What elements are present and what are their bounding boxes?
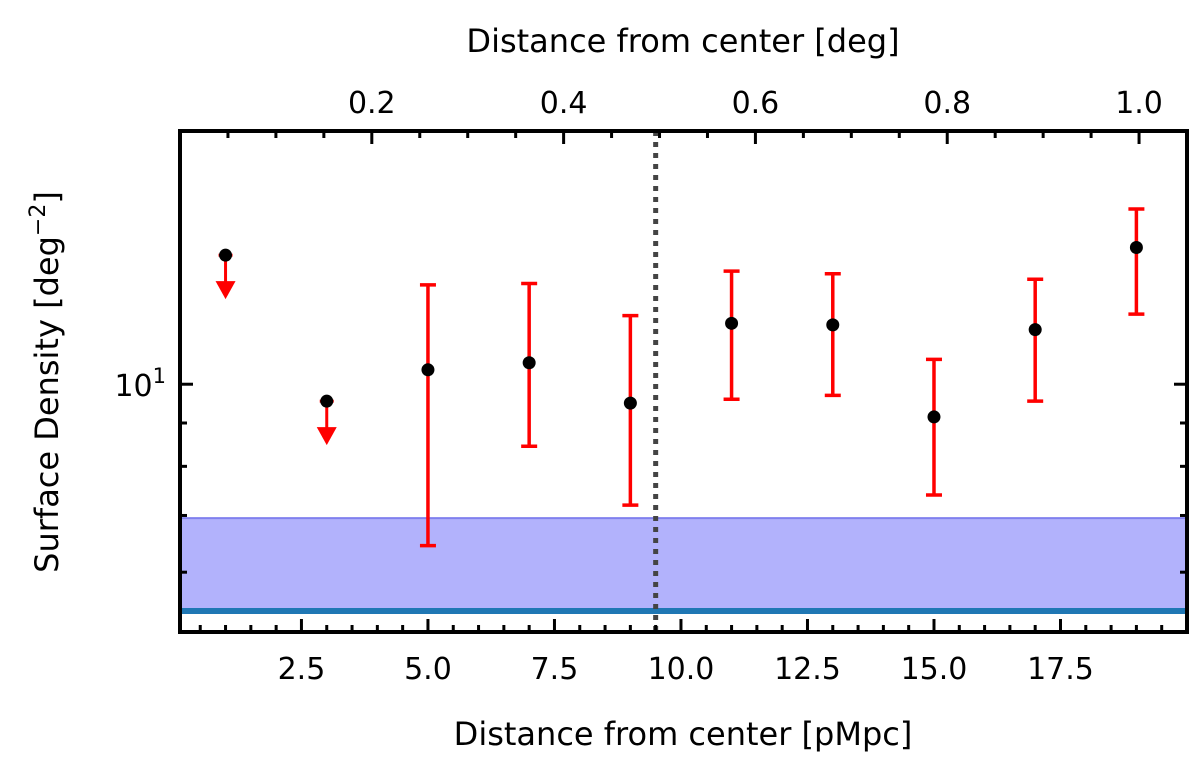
data-point-8 (1028, 323, 1042, 337)
data-point-9 (1129, 240, 1143, 254)
upper-limit-arrow-1 (316, 427, 337, 446)
x-tick-label-3: 10.0 (648, 652, 715, 687)
x2-tick-label-0: 0.2 (348, 86, 396, 121)
data-point-5 (725, 316, 739, 330)
y-axis-label-main: Surface Density [deg (28, 236, 66, 573)
x2-tick-label-1: 0.4 (540, 86, 588, 121)
data-point-0 (219, 248, 233, 262)
x-tick-label-1: 5.0 (404, 652, 452, 687)
y-axis-label: Surface Density [deg−2] (26, 191, 66, 573)
y-tick-label-0: 101 (114, 364, 166, 404)
x-tick-label-5: 15.0 (901, 652, 968, 687)
axes-frame (178, 129, 1189, 634)
x-tick-label-4: 12.5 (774, 652, 841, 687)
data-point-2 (421, 363, 435, 377)
points-layer (219, 240, 1143, 424)
data-point-3 (522, 356, 536, 370)
y-tick-label-exponent: 1 (153, 364, 166, 388)
data-point-6 (826, 318, 840, 332)
x-axis-label: Distance from center [pMpc] (454, 715, 913, 753)
errorbars-layer (215, 207, 1145, 548)
y-axis-label-exponent: −2 (26, 204, 51, 236)
ticks-layer: 2.5 5.0 7.5 10.0 12.5 15.0 17.5 0.2 0.4 0.6 0.8 1.0… (114, 86, 1187, 687)
data-point-1 (320, 394, 334, 408)
x-tick-label-0: 2.5 (278, 652, 326, 687)
axes-frame-layer (178, 129, 1189, 634)
x-tick-label-6: 17.5 (1027, 652, 1094, 687)
x2-tick-label-3: 0.8 (923, 86, 971, 121)
shaded-band (180, 518, 1187, 611)
y-tick-label-base: 10 (114, 369, 152, 404)
top-x-axis-label: Distance from center [deg] (466, 22, 899, 60)
data-point-7 (927, 410, 941, 424)
data-point-4 (623, 396, 637, 410)
background-band-layer (180, 517, 1187, 611)
y-axis-label-close: ] (28, 191, 66, 203)
upper-limit-arrow-0 (215, 281, 236, 300)
x2-tick-label-2: 0.6 (732, 86, 780, 121)
x2-tick-label-4: 1.0 (1115, 86, 1163, 121)
x-tick-label-2: 7.5 (531, 652, 579, 687)
reference-lines-layer (180, 131, 1187, 632)
